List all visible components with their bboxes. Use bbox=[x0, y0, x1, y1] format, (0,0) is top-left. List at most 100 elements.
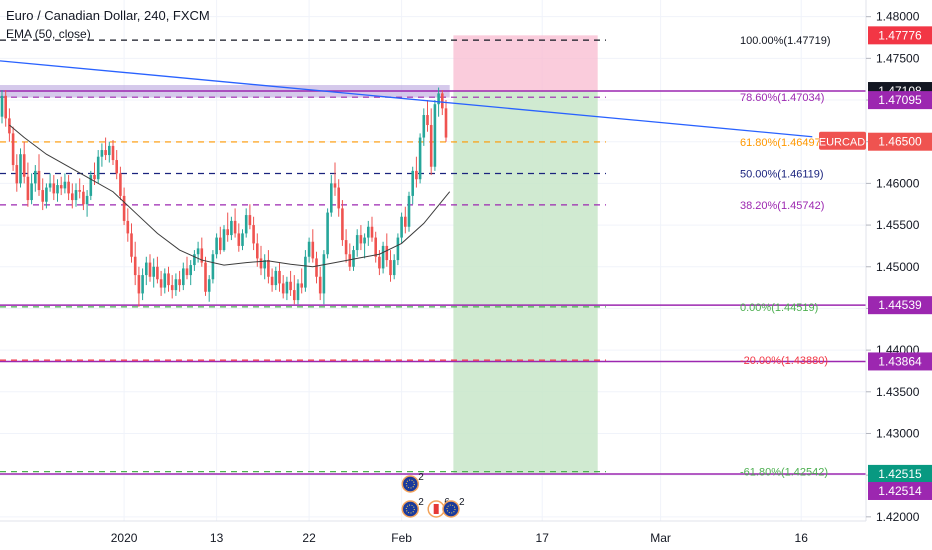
fibonacci-retracement[interactable]: 100.00%(1.47719) 78.60%(1.47034) 61.80%(1.… bbox=[0, 35, 831, 479]
trendline[interactable] bbox=[0, 60, 813, 138]
candle-body bbox=[407, 195, 411, 227]
candle-body bbox=[211, 254, 215, 280]
price-label-bg bbox=[868, 352, 932, 371]
economic-events[interactable]: 2262 bbox=[401, 472, 465, 518]
candle-body bbox=[444, 108, 448, 138]
candle-body bbox=[252, 225, 255, 244]
price-label-bg bbox=[868, 91, 932, 110]
candle-body bbox=[185, 268, 189, 276]
price-axis-labels: EURCAD1.477761.471081.470951.465001.4453… bbox=[819, 26, 932, 500]
candle-body bbox=[330, 183, 333, 213]
time-tick-label: Mar bbox=[650, 531, 671, 545]
candle-body bbox=[396, 237, 400, 261]
candle-body bbox=[352, 250, 355, 267]
candle-body bbox=[422, 115, 426, 138]
price-tick-label: 1.45500 bbox=[876, 218, 920, 232]
price-label-text: 1.47095 bbox=[878, 93, 922, 107]
candle-body bbox=[52, 183, 56, 194]
candle-body bbox=[244, 215, 248, 234]
candle-body bbox=[378, 256, 381, 269]
candle-body bbox=[426, 115, 429, 126]
candle-body bbox=[48, 183, 52, 188]
candle-body bbox=[256, 243, 259, 259]
candle-body bbox=[74, 190, 78, 201]
candle-body bbox=[115, 160, 118, 174]
candlestick-series bbox=[0, 87, 448, 307]
candle-body bbox=[174, 279, 178, 291]
candle-body bbox=[307, 241, 311, 257]
trendline-line bbox=[0, 60, 813, 138]
eu-flag-icon bbox=[401, 500, 420, 518]
fib-level-label: 78.60%(1.47034) bbox=[740, 92, 824, 104]
candle-body bbox=[367, 226, 370, 238]
symbol-title[interactable]: Euro / Canadian Dollar, 240, FXCM bbox=[6, 8, 210, 23]
candle-body bbox=[441, 93, 444, 109]
horizontal-lines[interactable] bbox=[0, 90, 866, 475]
candle-body bbox=[259, 258, 263, 269]
price-label-text: 1.43864 bbox=[878, 354, 922, 368]
candle-body bbox=[163, 273, 167, 288]
candle-body bbox=[100, 150, 104, 157]
candle-body bbox=[89, 175, 93, 196]
candle-body bbox=[178, 279, 181, 286]
price-label-text: 1.47776 bbox=[878, 28, 922, 42]
time-axis[interactable]: 2020 13 22 Feb 17 Mar 16 bbox=[111, 531, 808, 545]
price-tick-label: 1.43000 bbox=[876, 426, 920, 440]
time-tick-label: 2020 bbox=[111, 531, 138, 545]
candle-body bbox=[281, 283, 285, 294]
candle-body bbox=[152, 266, 155, 277]
candle-body bbox=[67, 181, 70, 194]
ema-series bbox=[9, 124, 451, 268]
candle-body bbox=[22, 154, 26, 177]
candle-body bbox=[233, 220, 237, 234]
candle-body bbox=[148, 262, 152, 277]
candle-body bbox=[34, 170, 37, 184]
candle-body bbox=[189, 265, 192, 276]
fib-level-label: 0.00%(1.44519) bbox=[740, 302, 818, 314]
candle-body bbox=[104, 150, 107, 156]
candle-body bbox=[237, 233, 241, 246]
candle-body bbox=[381, 245, 385, 269]
candle-body bbox=[156, 266, 159, 280]
candle-body bbox=[355, 235, 359, 251]
price-tick-label: 1.47500 bbox=[876, 51, 920, 65]
candle-body bbox=[111, 145, 115, 161]
event-count: 2 bbox=[418, 497, 424, 508]
candle-body bbox=[315, 258, 318, 277]
stop-loss-zone bbox=[453, 35, 598, 92]
candle-body bbox=[59, 185, 63, 189]
candle-body bbox=[200, 248, 204, 263]
event-count: 2 bbox=[418, 472, 424, 483]
time-tick-label: 17 bbox=[536, 531, 550, 545]
candle-body bbox=[274, 270, 278, 286]
maple-leaf-icon bbox=[433, 504, 439, 514]
candle-body bbox=[230, 220, 233, 236]
price-label-text: 1.46500 bbox=[878, 135, 922, 149]
plot-background[interactable] bbox=[0, 0, 866, 521]
candle-body bbox=[15, 165, 19, 184]
ema-line bbox=[9, 124, 451, 268]
candle-body bbox=[389, 260, 392, 276]
chart-legend[interactable]: Euro / Canadian Dollar, 240, FXCM EMA (5… bbox=[6, 6, 210, 44]
candle-body bbox=[19, 154, 22, 184]
price-label-text: 1.42514 bbox=[878, 484, 922, 498]
candle-body bbox=[30, 183, 33, 201]
fib-level-label: -20.00%(1.43880) bbox=[740, 355, 828, 367]
candle-body bbox=[196, 248, 200, 255]
candle-body bbox=[226, 229, 229, 236]
candle-body bbox=[93, 175, 96, 180]
candle-body bbox=[85, 195, 89, 205]
candle-body bbox=[63, 181, 67, 189]
candle-body bbox=[137, 275, 141, 294]
candle-body bbox=[326, 212, 329, 255]
candle-body bbox=[311, 241, 315, 259]
candle-body bbox=[300, 283, 303, 288]
price-label-text: 1.44539 bbox=[878, 298, 922, 312]
indicator-title[interactable]: EMA (50, close) bbox=[6, 27, 91, 41]
candle-body bbox=[182, 268, 185, 286]
time-tick-label: 13 bbox=[210, 531, 224, 545]
candle-body bbox=[285, 281, 289, 294]
candle-body bbox=[344, 240, 348, 255]
candle-body bbox=[122, 195, 126, 221]
